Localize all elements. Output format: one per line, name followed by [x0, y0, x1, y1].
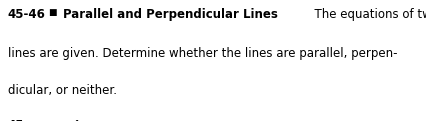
Text: Parallel and Perpendicular Lines: Parallel and Perpendicular Lines [63, 8, 277, 21]
Text: The equations of two: The equations of two [307, 8, 426, 21]
Text: ■: ■ [48, 8, 57, 17]
Text: 45-46: 45-46 [8, 8, 46, 21]
Text: dicular, or neither.: dicular, or neither. [8, 84, 116, 97]
Text: $y = -\frac{1}{3}x - 1;\quad\;$: $y = -\frac{1}{3}x - 1;\quad\;$ [37, 119, 114, 121]
Text: lines are given. Determine whether the lines are parallel, perpen-: lines are given. Determine whether the l… [8, 47, 396, 60]
Text: 45.: 45. [8, 119, 29, 121]
Text: $9y + 3x + 3 = 0$: $9y + 3x + 3 = 0$ [193, 119, 281, 121]
